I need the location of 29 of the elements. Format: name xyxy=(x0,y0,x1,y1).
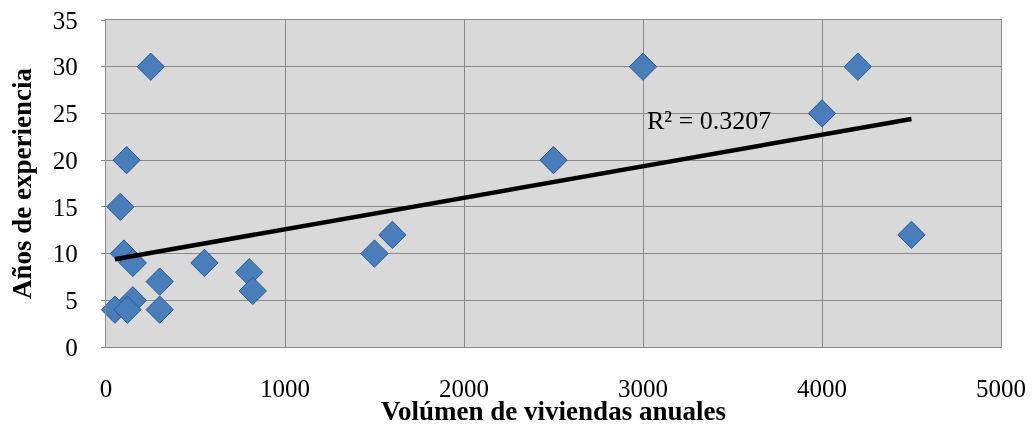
y-axis-title: Años de experiencia xyxy=(6,67,37,299)
point xyxy=(106,192,135,222)
point xyxy=(539,145,568,175)
point xyxy=(378,220,407,250)
x-tick-label: 4000 xyxy=(797,375,847,403)
point xyxy=(360,239,389,268)
annotation: R² = 0.3207 xyxy=(647,106,772,135)
y-tick-label: 30 xyxy=(52,53,78,81)
point xyxy=(628,52,658,81)
point xyxy=(807,99,837,128)
x-tick-label: 0 xyxy=(99,375,113,403)
x-tick-label: 1000 xyxy=(260,375,310,403)
point xyxy=(238,276,267,306)
point xyxy=(112,145,141,175)
point xyxy=(897,220,926,250)
point xyxy=(190,248,219,278)
y-tick-label: 5 xyxy=(65,287,78,315)
y-tick-label: 10 xyxy=(52,240,78,268)
y-tick-label: 25 xyxy=(52,100,78,128)
point xyxy=(113,295,142,324)
point xyxy=(145,295,174,324)
y-tick-label: 15 xyxy=(52,193,78,221)
x-tick-label: 5000 xyxy=(976,375,1026,403)
y-tick-label: 35 xyxy=(52,6,78,34)
point xyxy=(843,52,872,81)
y-tick-label: 0 xyxy=(65,333,78,361)
y-tick-label: 20 xyxy=(52,146,78,174)
point xyxy=(145,267,174,296)
point xyxy=(136,52,165,81)
